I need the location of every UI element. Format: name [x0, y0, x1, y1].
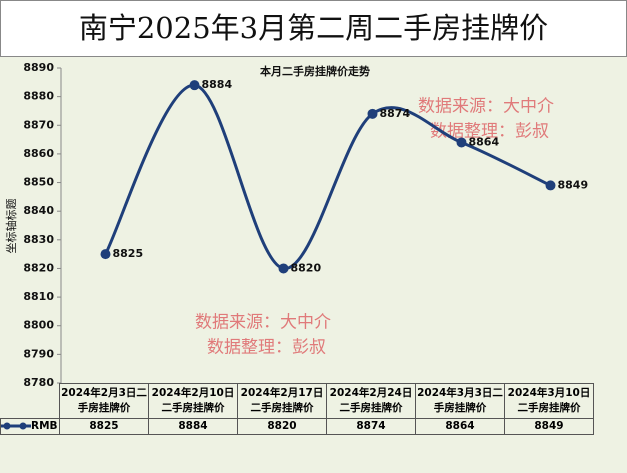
- legend-marker: [19, 422, 27, 430]
- table-value: 8820: [237, 418, 327, 435]
- y-tick-label: 8840: [23, 204, 54, 217]
- table-value: 8864: [415, 418, 505, 435]
- table-value: 8874: [326, 418, 416, 435]
- data-table: 2024年2月3日二手房挂牌价 2024年2月10日二手房挂牌价 2024年2月17…: [0, 383, 594, 435]
- y-tick-label: 8800: [23, 319, 54, 332]
- x-category-label: 2024年3月3日二手房挂牌价: [415, 383, 505, 419]
- watermark: 数据整理：彭叔: [430, 122, 549, 142]
- data-point: [456, 137, 467, 148]
- y-tick-label: 8850: [23, 176, 54, 189]
- data-point: [545, 180, 556, 191]
- watermark: 数据整理：彭叔: [207, 338, 326, 358]
- watermark: 数据来源：大中介: [195, 313, 331, 333]
- data-label: 8849: [558, 178, 589, 191]
- legend-swatch: [1, 422, 31, 430]
- legend-label: RMB: [31, 420, 58, 432]
- data-label: 8884: [202, 78, 233, 91]
- table-value: 8825: [59, 418, 149, 435]
- data-point: [100, 249, 111, 260]
- table-header-row: 2024年2月3日二手房挂牌价 2024年2月10日二手房挂牌价 2024年2月17…: [1, 383, 594, 419]
- data-label: 8820: [291, 261, 322, 274]
- y-tick-label: 8830: [23, 233, 54, 246]
- y-tick-label: 8810: [23, 290, 54, 303]
- legend-cell: RMB: [0, 418, 60, 435]
- y-tick-label: 8780: [23, 376, 54, 389]
- x-category-label: 2024年2月24日二手房挂牌价: [326, 383, 416, 419]
- x-category-label: 2024年3月10日二手房挂牌价: [504, 383, 594, 419]
- x-category-label: 2024年2月10日二手房挂牌价: [148, 383, 238, 419]
- x-category-label: 2024年2月3日二手房挂牌价: [59, 383, 149, 419]
- data-point: [278, 263, 289, 274]
- y-tick-label: 8880: [23, 90, 54, 103]
- data-point: [189, 80, 200, 91]
- table-value: 8849: [504, 418, 594, 435]
- data-point: [367, 108, 378, 119]
- banner-title: 南宁2025年3月第二周二手房挂牌价: [0, 0, 627, 57]
- legend-marker: [3, 422, 11, 430]
- table-value-row: RMB 8825 8884 8820 8874 8864 8849: [0, 418, 594, 435]
- chart-subtitle: 本月二手房挂牌价走势: [260, 64, 370, 78]
- data-label: 8874: [380, 107, 411, 120]
- table-value: 8884: [148, 418, 238, 435]
- data-label: 8825: [113, 247, 144, 260]
- data-label: 8864: [469, 135, 500, 148]
- y-tick-label: 8870: [23, 118, 54, 131]
- watermark: 数据来源：大中介: [418, 97, 554, 117]
- y-tick-label: 8860: [23, 147, 54, 160]
- y-axis-label: 坐标轴标题: [4, 199, 18, 254]
- x-category-label: 2024年2月17日二手房挂牌价: [237, 383, 327, 419]
- y-tick-label: 8820: [23, 261, 54, 274]
- table-corner: [1, 384, 60, 419]
- y-tick-label: 8890: [23, 61, 54, 74]
- y-tick-label: 8790: [23, 347, 54, 360]
